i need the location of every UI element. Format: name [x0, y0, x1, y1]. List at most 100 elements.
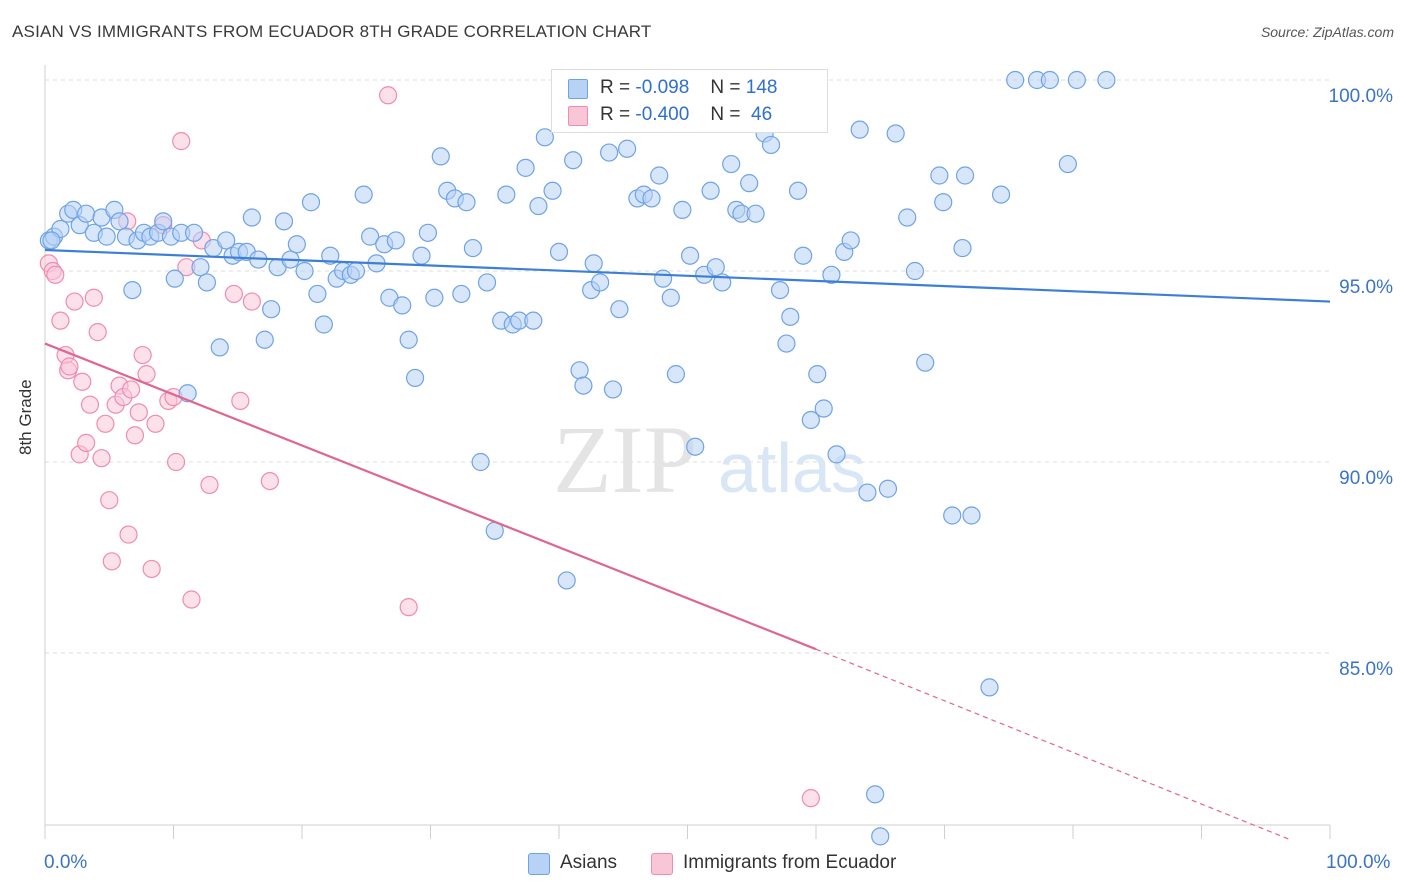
asians-point	[850, 120, 869, 139]
n-label: N =	[710, 104, 741, 125]
asians-point	[808, 365, 827, 384]
asians-point	[680, 246, 700, 265]
ecuador-trend-line	[44, 342, 817, 651]
asians-point	[549, 242, 569, 261]
asians-point	[591, 273, 610, 292]
ecuador-point	[137, 365, 156, 384]
asians-point	[886, 124, 905, 143]
series-ecuador-points	[39, 86, 820, 808]
r-value: -0.098	[635, 77, 690, 98]
asians-point	[878, 479, 898, 498]
asians-point	[701, 181, 720, 200]
asians-point	[217, 231, 236, 250]
asians-point	[154, 212, 173, 231]
asians-point	[827, 445, 846, 464]
asians-point	[781, 307, 800, 326]
ecuador-point	[96, 414, 115, 433]
asians-point	[858, 483, 877, 502]
y-axis-label: 8th Grade	[16, 379, 35, 455]
y-tick-label: 90.0%	[1339, 468, 1393, 489]
asians-point	[274, 212, 294, 231]
asians-point	[314, 315, 333, 334]
ecuador-point	[260, 472, 279, 491]
ecuador-point	[102, 552, 121, 571]
stats-legend: R = -0.098 N = 148 R = -0.400 N = 46	[551, 69, 828, 133]
asians-point	[777, 334, 796, 353]
asians-point	[321, 246, 340, 265]
asians-point	[650, 166, 669, 185]
asians-point	[497, 185, 516, 204]
asians-point	[197, 273, 217, 292]
source-label: Source: ZipAtlas.com	[1260, 24, 1394, 40]
asians-point	[431, 147, 450, 166]
asians-trend-line	[44, 248, 1331, 303]
asians-point	[722, 154, 741, 174]
asians-point	[123, 281, 142, 300]
ecuador-point	[146, 414, 165, 433]
asians-point	[1067, 70, 1086, 90]
series-asians-points	[39, 70, 1116, 846]
asians-point	[255, 330, 274, 349]
asians-point	[584, 254, 603, 273]
asians-point	[666, 365, 686, 384]
asians-point	[308, 284, 327, 304]
asians-point	[814, 399, 833, 418]
asians-point	[661, 288, 680, 307]
asians-point	[516, 158, 535, 177]
asians-point	[600, 143, 619, 162]
asians-point	[618, 139, 637, 158]
r-label: R =	[600, 77, 631, 98]
r-value: -0.400	[635, 104, 690, 125]
ecuador-point	[801, 789, 820, 808]
asians-point	[653, 269, 673, 288]
asians-point	[471, 452, 490, 472]
asians-point	[418, 223, 438, 242]
ecuador-swatch	[568, 106, 588, 126]
ecuador-point	[100, 491, 119, 510]
chart-title: ASIAN VS IMMIGRANTS FROM ECUADOR 8TH GRA…	[12, 22, 652, 41]
ecuador-point	[51, 311, 70, 330]
asians-point	[761, 135, 781, 155]
ecuador-point	[133, 345, 152, 365]
watermark: ZIP atlas	[553, 406, 866, 513]
ecuador-point	[119, 525, 138, 544]
asians-point	[980, 678, 999, 697]
asians-point	[295, 261, 314, 281]
n-label: N =	[710, 77, 741, 98]
asians-point	[412, 246, 431, 265]
ecuador-point	[231, 391, 250, 410]
asians-point	[822, 265, 841, 284]
asians-point	[706, 258, 725, 277]
asians-point	[287, 235, 306, 254]
ecuador-point	[129, 403, 148, 422]
asians-point	[943, 506, 962, 525]
asians-point	[740, 174, 759, 193]
asians-point	[871, 827, 890, 846]
asians-point	[191, 258, 210, 277]
ecuador-point	[77, 433, 96, 452]
asians-point	[361, 227, 380, 246]
asians-point	[991, 185, 1011, 204]
asians-point	[386, 231, 405, 250]
asians-point	[535, 128, 554, 147]
asians-point	[916, 353, 935, 372]
asians-legend-swatch	[528, 853, 550, 875]
asians-point	[898, 208, 917, 227]
ecuador-legend-swatch	[651, 853, 673, 875]
asians-point	[746, 204, 765, 223]
asians-point	[603, 380, 623, 399]
ecuador-point	[166, 452, 186, 472]
y-tick-label: 95.0%	[1339, 277, 1393, 298]
asians-point	[953, 238, 972, 258]
ecuador-point	[92, 449, 111, 468]
asians-point	[262, 300, 281, 319]
asians-point	[557, 571, 576, 590]
asians-point	[457, 193, 476, 212]
ecuador-trend-extension	[815, 648, 1292, 841]
ecuador-point	[60, 357, 79, 376]
asians-point	[97, 227, 116, 246]
x-max-label: 100.0%	[1326, 852, 1391, 873]
asians-point	[610, 300, 629, 319]
asians-point	[477, 273, 497, 292]
